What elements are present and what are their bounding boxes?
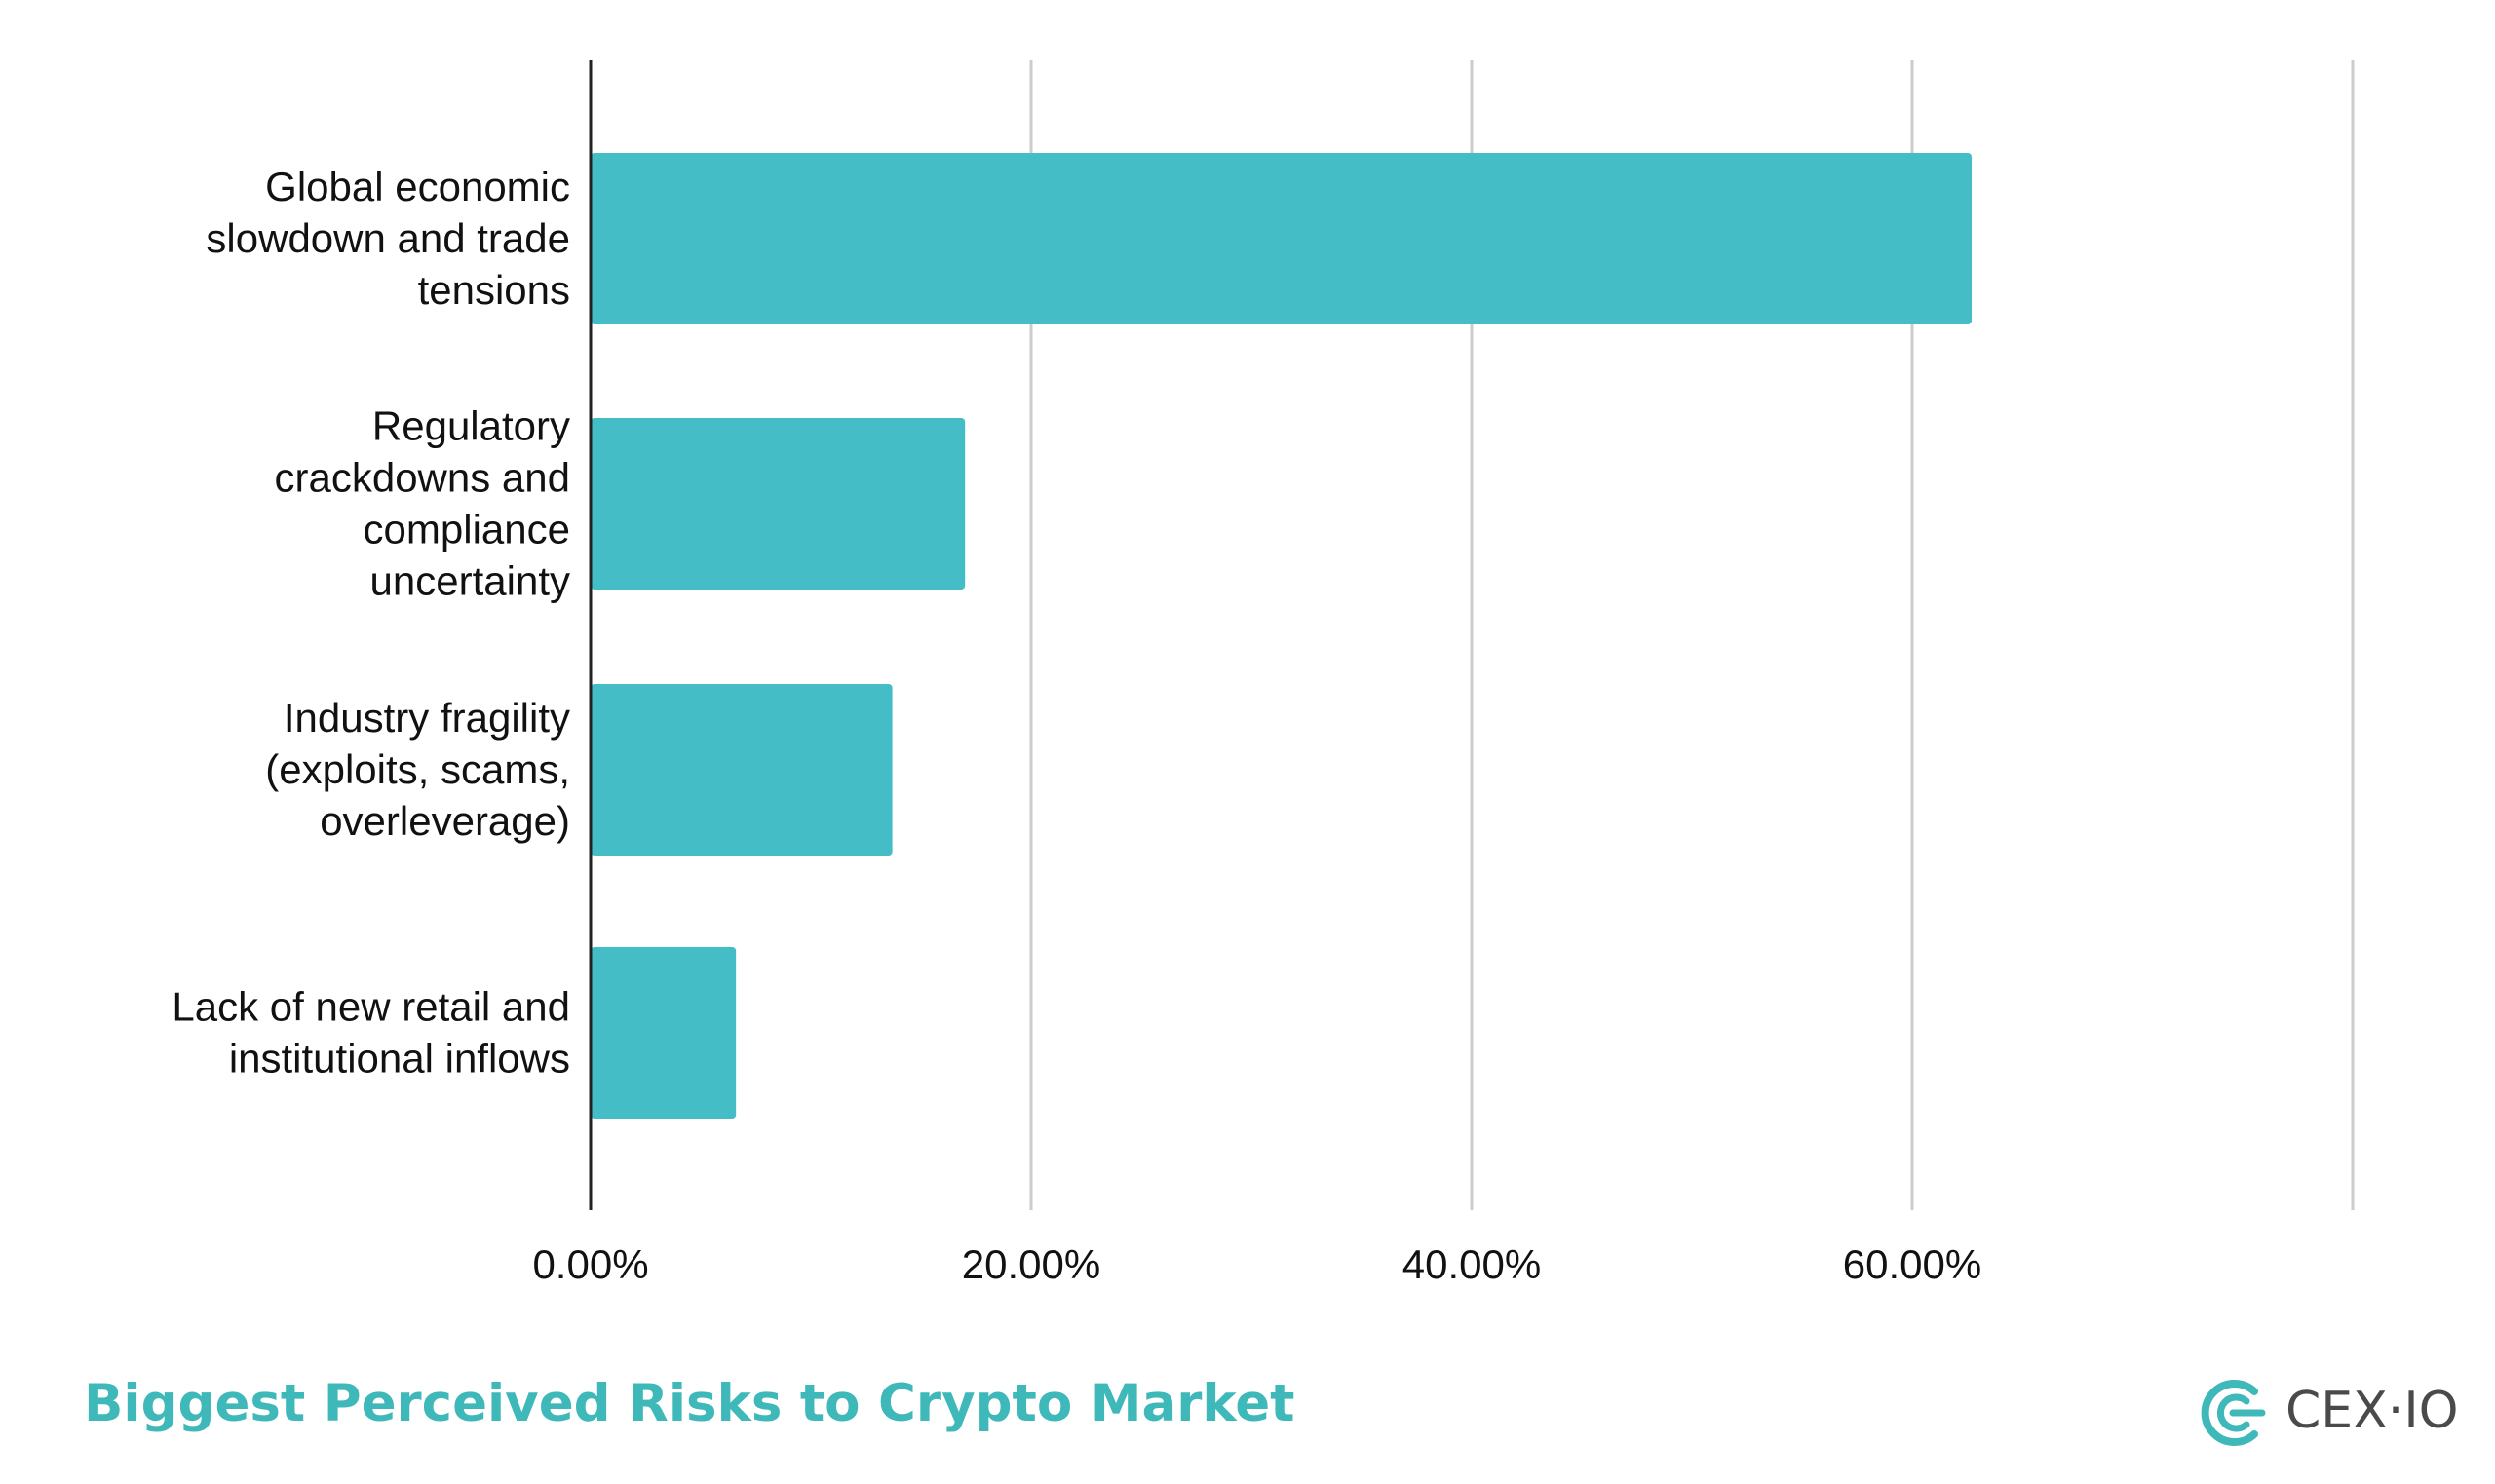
x-tick-label: 20.00% bbox=[962, 1241, 1100, 1287]
logo-text: CEX·IO bbox=[2285, 1382, 2459, 1440]
bar bbox=[591, 153, 1973, 324]
category-label: Global economic slowdown and trade tension… bbox=[206, 164, 570, 313]
cex-io-logo-icon bbox=[2201, 1380, 2266, 1446]
x-tick-label: 0.00% bbox=[532, 1241, 648, 1287]
x-tick-label: 40.00% bbox=[1402, 1241, 1541, 1287]
bar bbox=[591, 947, 737, 1119]
bar-chart: Global economic slowdown and trade tension… bbox=[172, 60, 2355, 1287]
category-label: Lack of new retail and institutional infl… bbox=[172, 984, 570, 1082]
bar bbox=[591, 418, 966, 590]
category-label: Industry fragility (exploits, scams, overl… bbox=[265, 695, 570, 844]
bars bbox=[591, 153, 1973, 1119]
bar bbox=[591, 684, 893, 856]
x-tick-labels: 0.00% 20.00% 40.00% 60.00% bbox=[532, 1241, 1981, 1287]
x-tick-label: 60.00% bbox=[1843, 1241, 1981, 1287]
chart-title: Biggest Perceived Risks to Crypto Market bbox=[84, 1374, 1295, 1433]
category-label: Regulatory crackdowns and compliance uncert… bbox=[275, 403, 571, 604]
category-labels: Global economic slowdown and trade tension… bbox=[172, 164, 570, 1082]
cex-io-logo[interactable]: CEX·IO bbox=[2198, 1374, 2459, 1452]
